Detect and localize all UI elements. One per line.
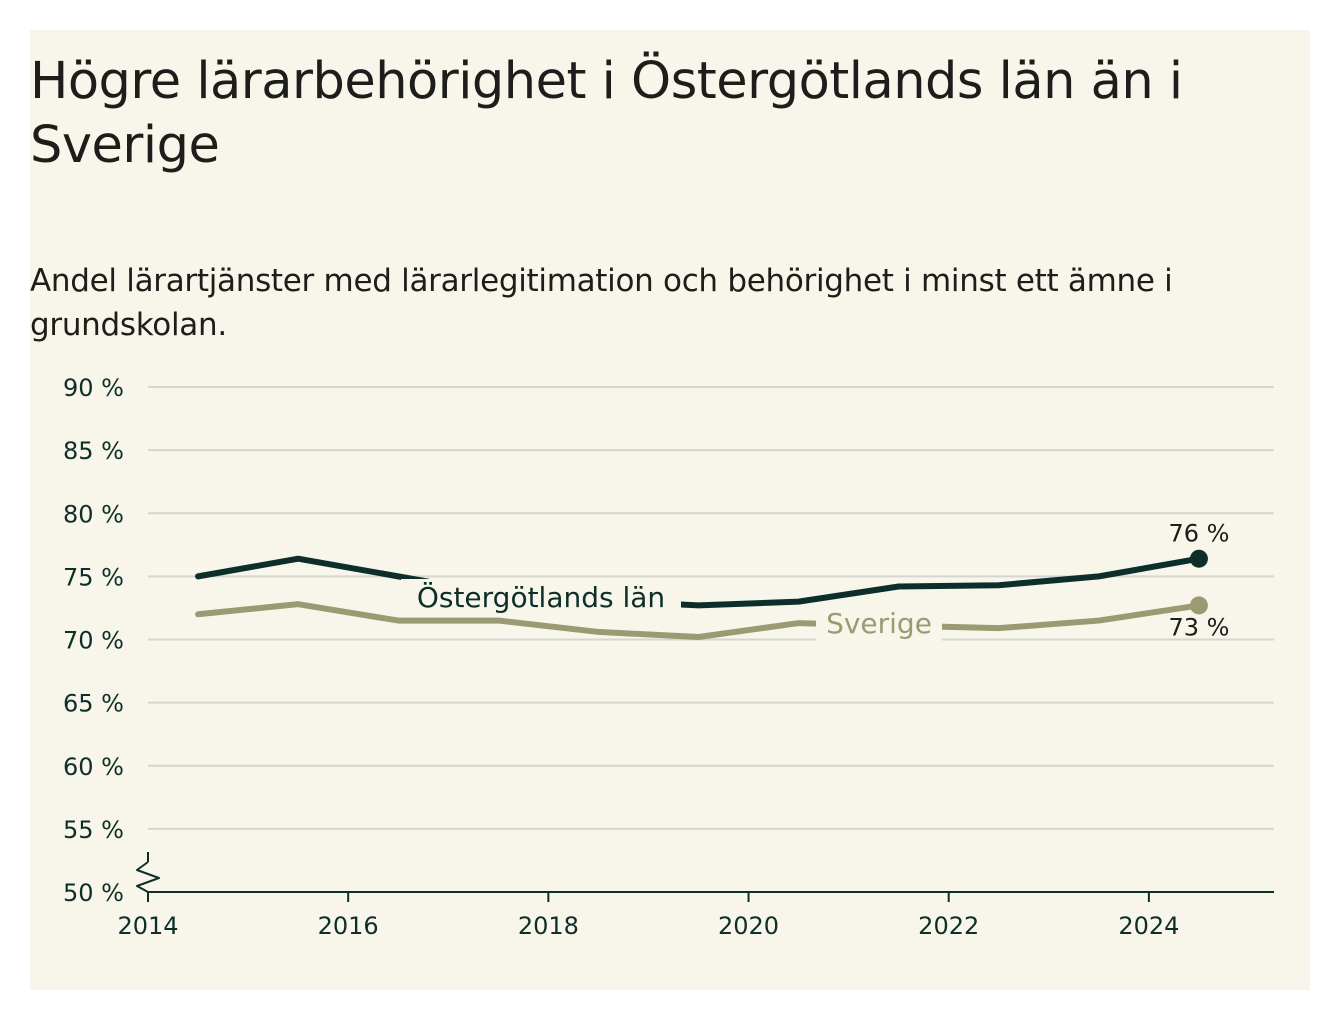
chart-title: Högre lärarbehörighet i Östergötlands lä… <box>30 52 1183 175</box>
series-label-sverige: Sverige <box>826 607 932 640</box>
x-tick-label: 2014 <box>117 912 178 940</box>
chart-card: Högre lärarbehörighet i Östergötlands lä… <box>30 30 1310 990</box>
y-tick-label: 60 % <box>63 753 124 781</box>
y-tick-label: 85 % <box>63 437 124 465</box>
end-value-label-ostergotland: 76 % <box>1168 520 1229 548</box>
series-label-bg-ostergotland <box>401 579 681 615</box>
series-lines <box>195 555 1202 640</box>
x-tick-label: 2018 <box>518 912 579 940</box>
axis-break-zigzag <box>136 861 160 893</box>
series-labels: 76 % Östergötlands län 73 % Sverige <box>401 520 1229 641</box>
x-tick-label: 2020 <box>718 912 779 940</box>
x-tick-label: 2024 <box>1118 912 1179 940</box>
grid-lines <box>148 386 1274 830</box>
series-end-markers <box>1189 549 1208 615</box>
x-tick-label: 2016 <box>318 912 379 940</box>
series-line-ostergotland <box>195 555 1202 609</box>
series-line-sverige <box>195 601 1202 640</box>
series-label-bg-sverige <box>816 605 942 641</box>
end-marker-sverige <box>1189 596 1208 615</box>
y-tick-label: 65 % <box>63 690 124 718</box>
y-tick-label: 55 % <box>63 816 124 844</box>
y-tick-label: 90 % <box>63 374 124 402</box>
x-tick-label: 2022 <box>918 912 979 940</box>
chart-subtitle: Andel lärartjänster med lärarlegitimatio… <box>30 263 1173 343</box>
x-axis: 2014 2016 2018 2020 2022 2024 <box>117 891 1274 940</box>
end-value-label-sverige: 73 % <box>1168 613 1229 641</box>
y-tick-label: 75 % <box>63 563 124 591</box>
y-tick-label: 50 % <box>63 879 124 907</box>
series-label-ostergotland: Östergötlands län <box>417 580 665 614</box>
y-axis-tick-labels: 50 % 55 % 60 % 65 % 70 % 75 % 80 % 85 % 90 % <box>63 374 124 907</box>
y-tick-label: 80 % <box>63 500 124 528</box>
axis-break-symbol <box>136 852 160 893</box>
y-tick-label: 70 % <box>63 627 124 655</box>
end-marker-ostergotland <box>1189 549 1208 568</box>
